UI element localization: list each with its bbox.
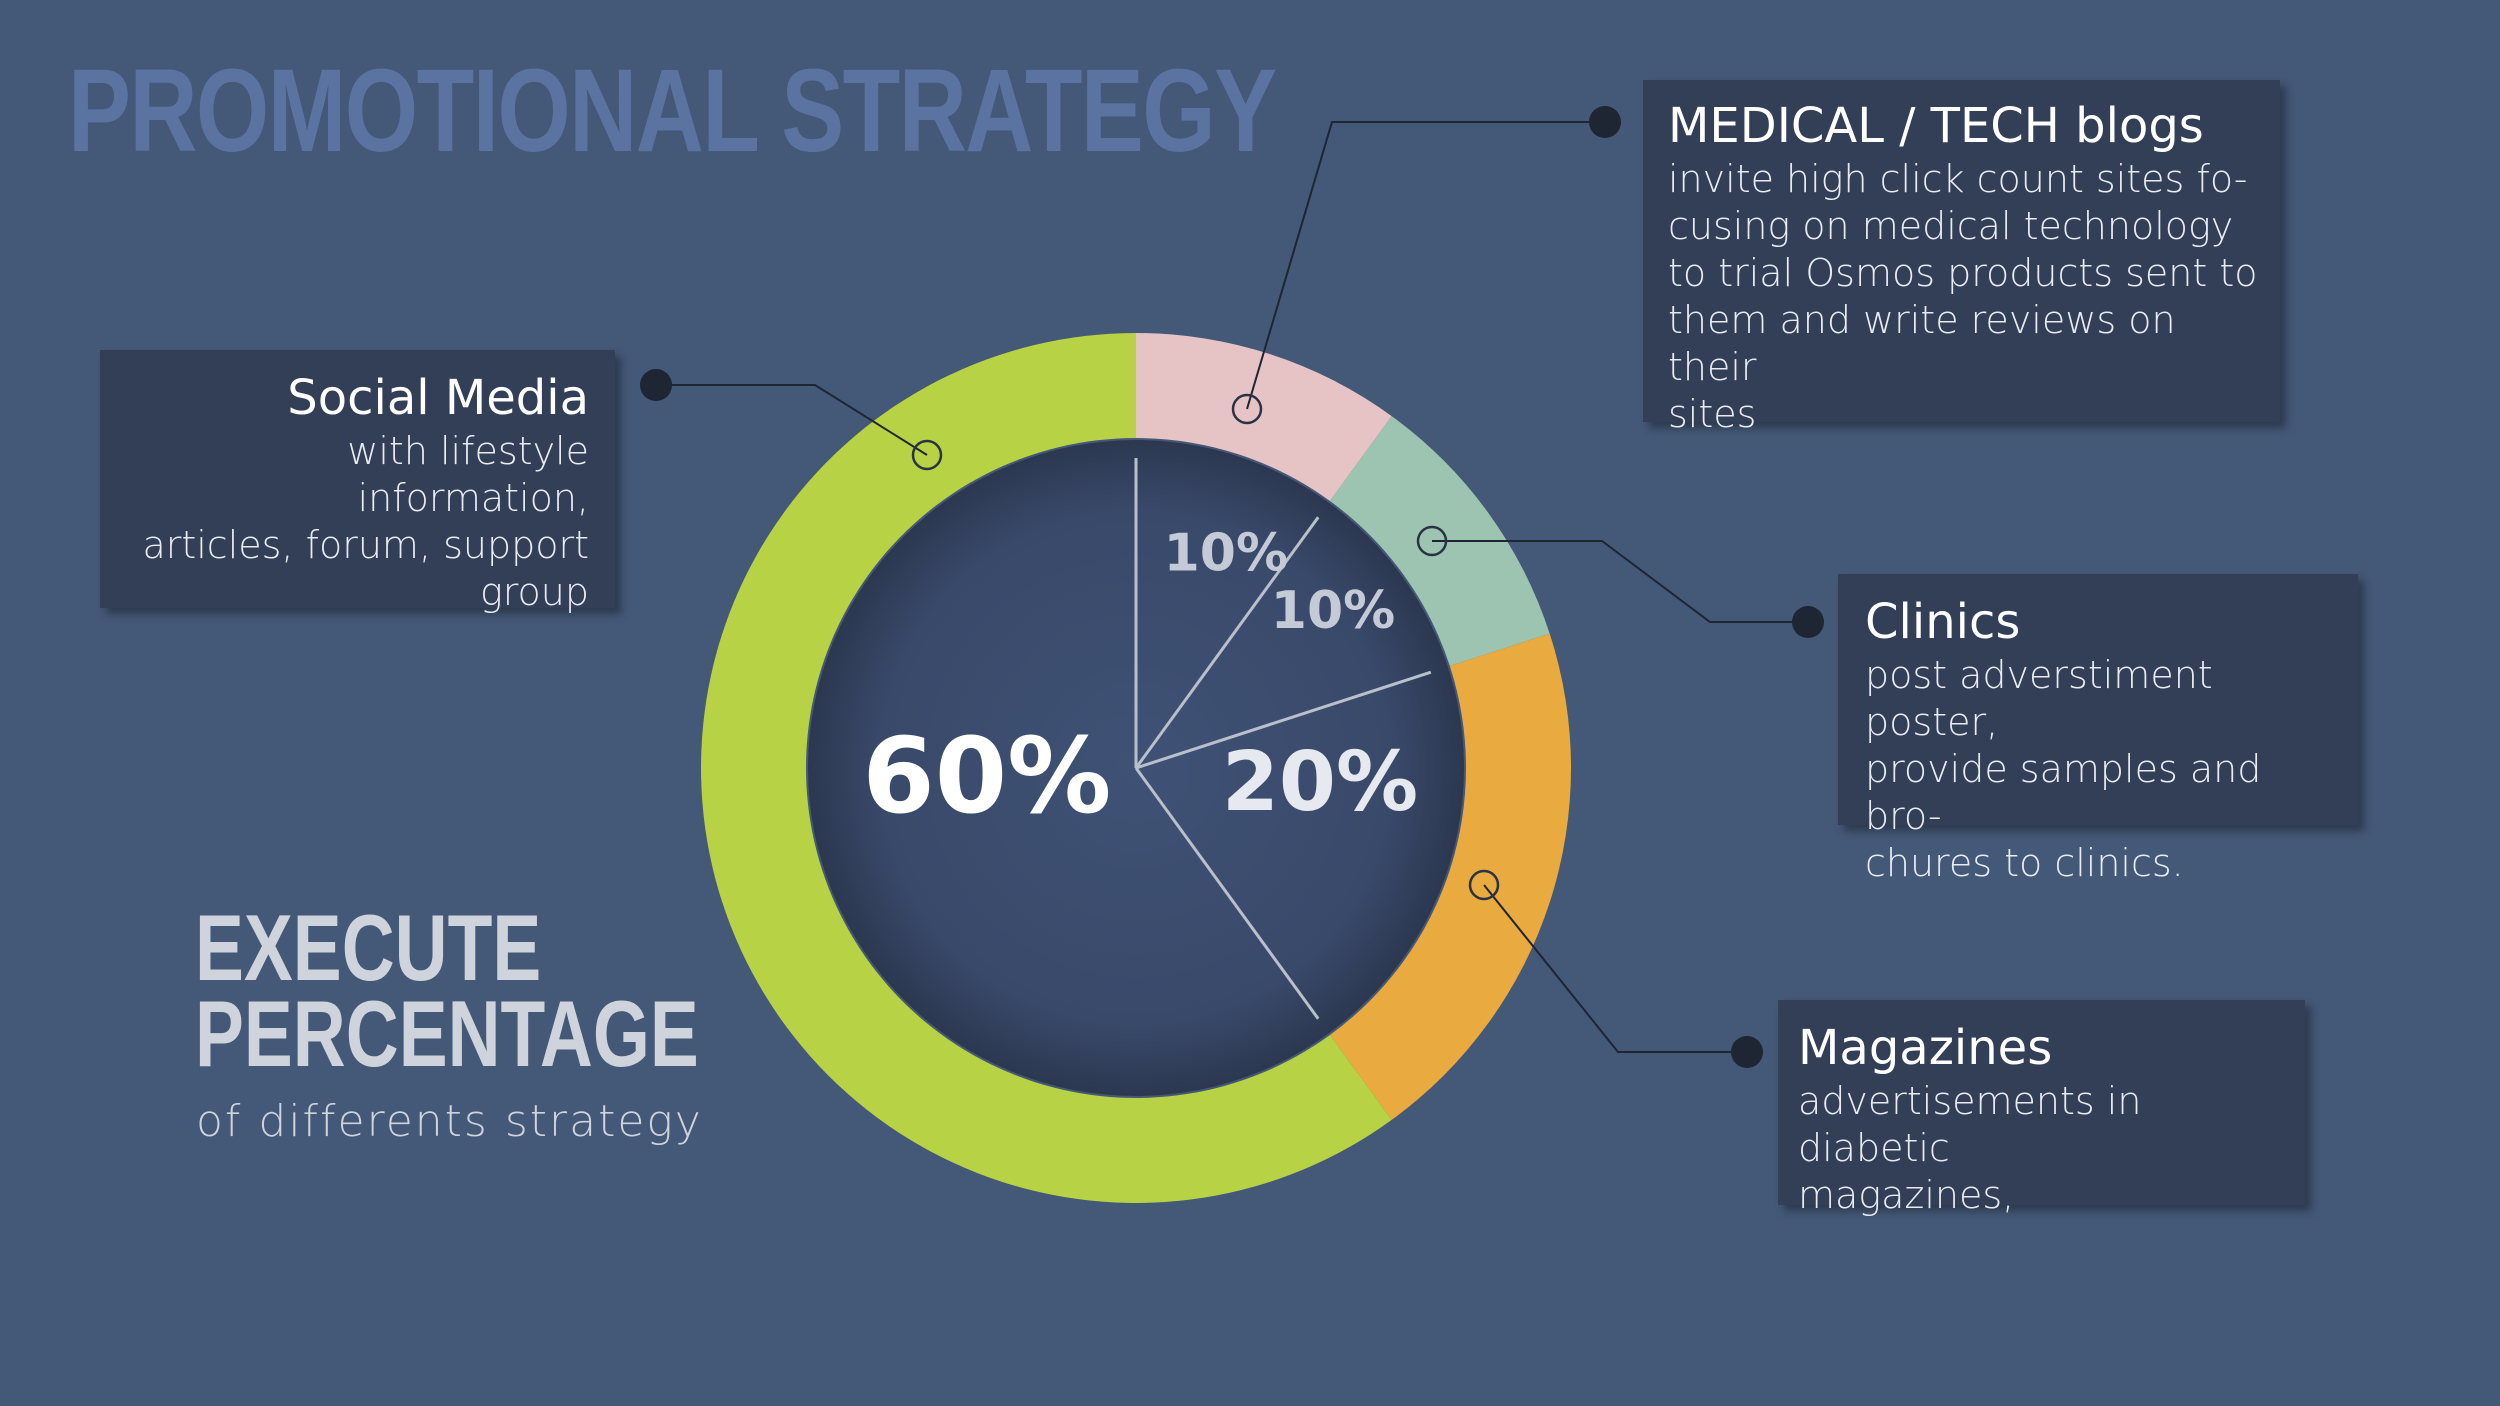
pct-label-social: 60% <box>862 715 1111 837</box>
card-magazines: Magazines advertisements in diabetic mag… <box>1778 1000 2305 1217</box>
execute-line: PERCENTAGE <box>195 981 699 1086</box>
card-line: with lifestyle information, <box>347 429 589 520</box>
card-line: advertisements in diabetic <box>1798 1079 2142 1170</box>
callout-line-magazines <box>1483 884 1747 1053</box>
card-social-media: Social Media with lifestyle information,… <box>100 350 615 614</box>
slice-divider <box>1134 516 1320 769</box>
card-heading: MEDICAL / TECH blogs <box>1668 98 2204 154</box>
callout-anchor-social <box>911 439 943 471</box>
callout-dot-clinics <box>1792 606 1824 638</box>
callout-dot-magazines <box>1731 1036 1763 1068</box>
pct-label-clinics: 10% <box>1271 581 1395 641</box>
execute-line: EXECUTE <box>195 895 542 1000</box>
card-line: group <box>479 570 589 614</box>
callout-anchor-clinics <box>1416 525 1448 557</box>
callout-line-clinics <box>1432 540 1808 623</box>
card-line: invite high click count sites fo- <box>1668 157 2248 201</box>
card-line: chures to clinics. <box>1865 841 2184 885</box>
pct-label-magazines: 20% <box>1222 735 1418 830</box>
card-line: them and write reviews on their <box>1668 298 2176 389</box>
slice-divider <box>1135 670 1432 770</box>
card-body: advertisements in diabetic magazines, <box>1798 1078 2285 1219</box>
card-line: provide samples and bro- <box>1865 747 2262 838</box>
pie-slice-social <box>700 333 1392 1203</box>
card-heading: Social Media <box>287 370 589 426</box>
card-body: post adverstiment poster, provide sample… <box>1865 652 2338 887</box>
callout-dot-social <box>640 369 672 401</box>
card-body: with lifestyle information, articles, fo… <box>120 428 589 616</box>
card-line: sites <box>1668 392 1757 436</box>
card-line: to trial Osmos products sent to <box>1668 251 2258 295</box>
slice-divider <box>1134 767 1320 1020</box>
execute-percentage-heading: EXECUTE PERCENTAGE <box>195 895 699 1086</box>
card-heading: Clinics <box>1865 594 2021 650</box>
callout-anchor-blogs <box>1231 393 1263 425</box>
card-line: articles, forum, support <box>142 523 589 567</box>
callout-dot-blogs <box>1589 106 1621 138</box>
card-body: invite high click count sites fo- cusing… <box>1668 156 2260 438</box>
card-line: post adverstiment poster, <box>1865 653 2213 744</box>
card-heading: Magazines <box>1798 1020 2053 1076</box>
callout-line-social <box>656 384 928 456</box>
pie-slice-magazines <box>1329 633 1572 1120</box>
callout-anchor-magazines <box>1468 869 1500 901</box>
callout-line-blogs <box>1246 121 1605 410</box>
card-clinics: Clinics post adverstiment poster, provid… <box>1838 574 2358 885</box>
page-title: PROMOTIONAL STRATEGY <box>68 45 1277 177</box>
execute-subtitle: of differents strategy <box>196 1096 703 1147</box>
card-medical-tech-blogs: MEDICAL / TECH blogs invite high click c… <box>1643 80 2280 436</box>
pct-label-blogs: 10% <box>1164 523 1288 583</box>
pie-slice-blogs <box>1136 333 1392 502</box>
card-line: magazines, <box>1798 1173 2015 1217</box>
card-line: cusing on medical technology <box>1668 204 2234 248</box>
